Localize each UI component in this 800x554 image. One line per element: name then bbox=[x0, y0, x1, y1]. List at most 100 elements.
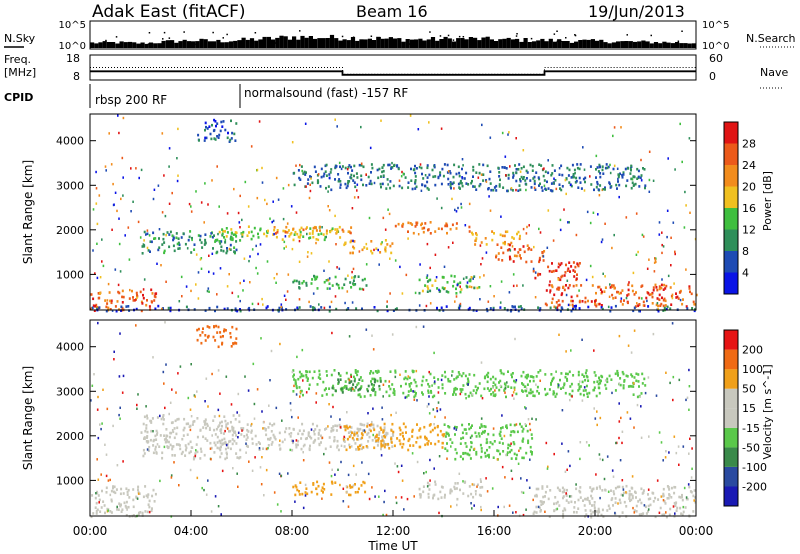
nsky-point bbox=[626, 34, 628, 36]
heatmap-cell bbox=[641, 372, 644, 376]
heatmap-cell bbox=[349, 493, 352, 497]
heatmap-cell bbox=[342, 487, 345, 490]
heatmap-cell bbox=[572, 173, 575, 176]
heatmap-cell bbox=[588, 391, 591, 395]
heatmap-cell bbox=[429, 266, 431, 270]
heatmap-cell bbox=[687, 483, 690, 486]
heatmap-cell bbox=[549, 280, 551, 283]
heatmap-cell bbox=[581, 338, 583, 341]
heatmap-cell bbox=[480, 423, 483, 426]
heatmap-cell bbox=[574, 501, 576, 504]
nsky-point bbox=[516, 33, 518, 35]
heatmap-cell bbox=[251, 248, 254, 251]
heatmap-cell bbox=[240, 433, 243, 436]
heatmap-cell bbox=[213, 451, 216, 454]
nsky-bar bbox=[523, 38, 528, 48]
heatmap-cell bbox=[317, 437, 320, 440]
nsky-bar bbox=[203, 39, 208, 48]
heatmap-cell bbox=[641, 297, 643, 300]
heatmap-cell bbox=[464, 442, 467, 445]
heatmap-cell bbox=[365, 173, 367, 176]
heatmap-cell bbox=[233, 132, 236, 136]
heatmap-cell bbox=[302, 228, 305, 232]
heatmap-cell bbox=[616, 369, 619, 373]
heatmap-cell bbox=[266, 305, 269, 308]
heatmap-cell bbox=[433, 493, 436, 497]
heatmap-cell bbox=[94, 305, 97, 308]
heatmap-cell bbox=[438, 511, 440, 515]
heatmap-cell bbox=[166, 231, 169, 234]
heatmap-cell bbox=[336, 228, 339, 231]
heatmap-cell bbox=[492, 306, 495, 310]
y-tick-label: 4000 bbox=[56, 341, 84, 354]
heatmap-cell bbox=[157, 304, 160, 308]
heatmap-cell bbox=[481, 397, 484, 400]
heatmap-cell bbox=[175, 236, 178, 240]
heatmap-cell bbox=[622, 494, 624, 497]
heatmap-cell bbox=[392, 388, 395, 391]
heatmap-cell bbox=[153, 188, 156, 191]
heatmap-cell bbox=[260, 483, 263, 486]
heatmap-cell bbox=[537, 306, 540, 309]
heatmap-cell bbox=[539, 231, 542, 234]
heatmap-cell bbox=[434, 175, 437, 178]
nsky-bar bbox=[687, 43, 692, 48]
heatmap-cell bbox=[475, 388, 478, 392]
nsky-bar bbox=[292, 36, 297, 48]
heatmap-cell bbox=[99, 510, 102, 513]
heatmap-cell bbox=[681, 302, 684, 306]
heatmap-cell bbox=[546, 392, 549, 396]
heatmap-cell bbox=[506, 381, 508, 384]
heatmap-cell bbox=[662, 288, 665, 291]
heatmap-cell bbox=[426, 290, 429, 293]
heatmap-cell bbox=[384, 433, 387, 437]
heatmap-cell bbox=[568, 168, 571, 172]
heatmap-cell bbox=[311, 422, 314, 426]
heatmap-cell bbox=[381, 418, 384, 421]
heatmap-cell bbox=[239, 226, 241, 229]
heatmap-cell bbox=[414, 175, 417, 178]
heatmap-cell bbox=[525, 374, 528, 377]
heatmap-cell bbox=[290, 432, 293, 435]
heatmap-cell bbox=[106, 407, 109, 411]
heatmap-cell bbox=[487, 375, 489, 379]
heatmap-cell bbox=[570, 349, 572, 352]
heatmap-cell bbox=[635, 212, 638, 215]
nsky-bar bbox=[519, 41, 524, 48]
heatmap-cell bbox=[663, 500, 666, 503]
heatmap-cell bbox=[542, 255, 545, 258]
nsky-bar bbox=[216, 39, 221, 48]
heatmap-cell bbox=[526, 225, 528, 229]
heatmap-cell bbox=[344, 166, 347, 170]
heatmap-cell bbox=[317, 376, 320, 379]
heatmap-cell bbox=[255, 266, 257, 270]
heatmap-cell bbox=[413, 398, 416, 401]
heatmap-cell bbox=[450, 274, 453, 278]
nsky-point bbox=[274, 42, 277, 44]
heatmap-cell bbox=[320, 175, 323, 179]
heatmap-cell bbox=[561, 442, 563, 445]
heatmap-cell bbox=[122, 460, 124, 463]
heatmap-cell bbox=[204, 339, 207, 342]
heatmap-cell bbox=[104, 443, 106, 446]
nsky-point bbox=[193, 43, 196, 45]
heatmap-cell bbox=[646, 299, 648, 303]
heatmap-cell bbox=[472, 495, 475, 499]
heatmap-cell bbox=[402, 222, 405, 226]
heatmap-cell bbox=[324, 447, 327, 451]
heatmap-cell bbox=[689, 437, 691, 440]
heatmap-cell bbox=[156, 431, 159, 434]
nsky-bar bbox=[207, 41, 212, 48]
heatmap-cell bbox=[234, 307, 237, 310]
heatmap-cell bbox=[112, 485, 115, 488]
heatmap-cell bbox=[141, 511, 144, 515]
heatmap-cell bbox=[662, 492, 665, 496]
heatmap-cell bbox=[428, 424, 431, 427]
heatmap-cell bbox=[239, 309, 242, 313]
heatmap-cell bbox=[199, 234, 202, 238]
heatmap-cell bbox=[370, 380, 372, 383]
heatmap-cell bbox=[431, 428, 434, 432]
heatmap-cell bbox=[289, 233, 292, 236]
heatmap-cell bbox=[382, 174, 385, 177]
heatmap-cell bbox=[616, 372, 619, 375]
